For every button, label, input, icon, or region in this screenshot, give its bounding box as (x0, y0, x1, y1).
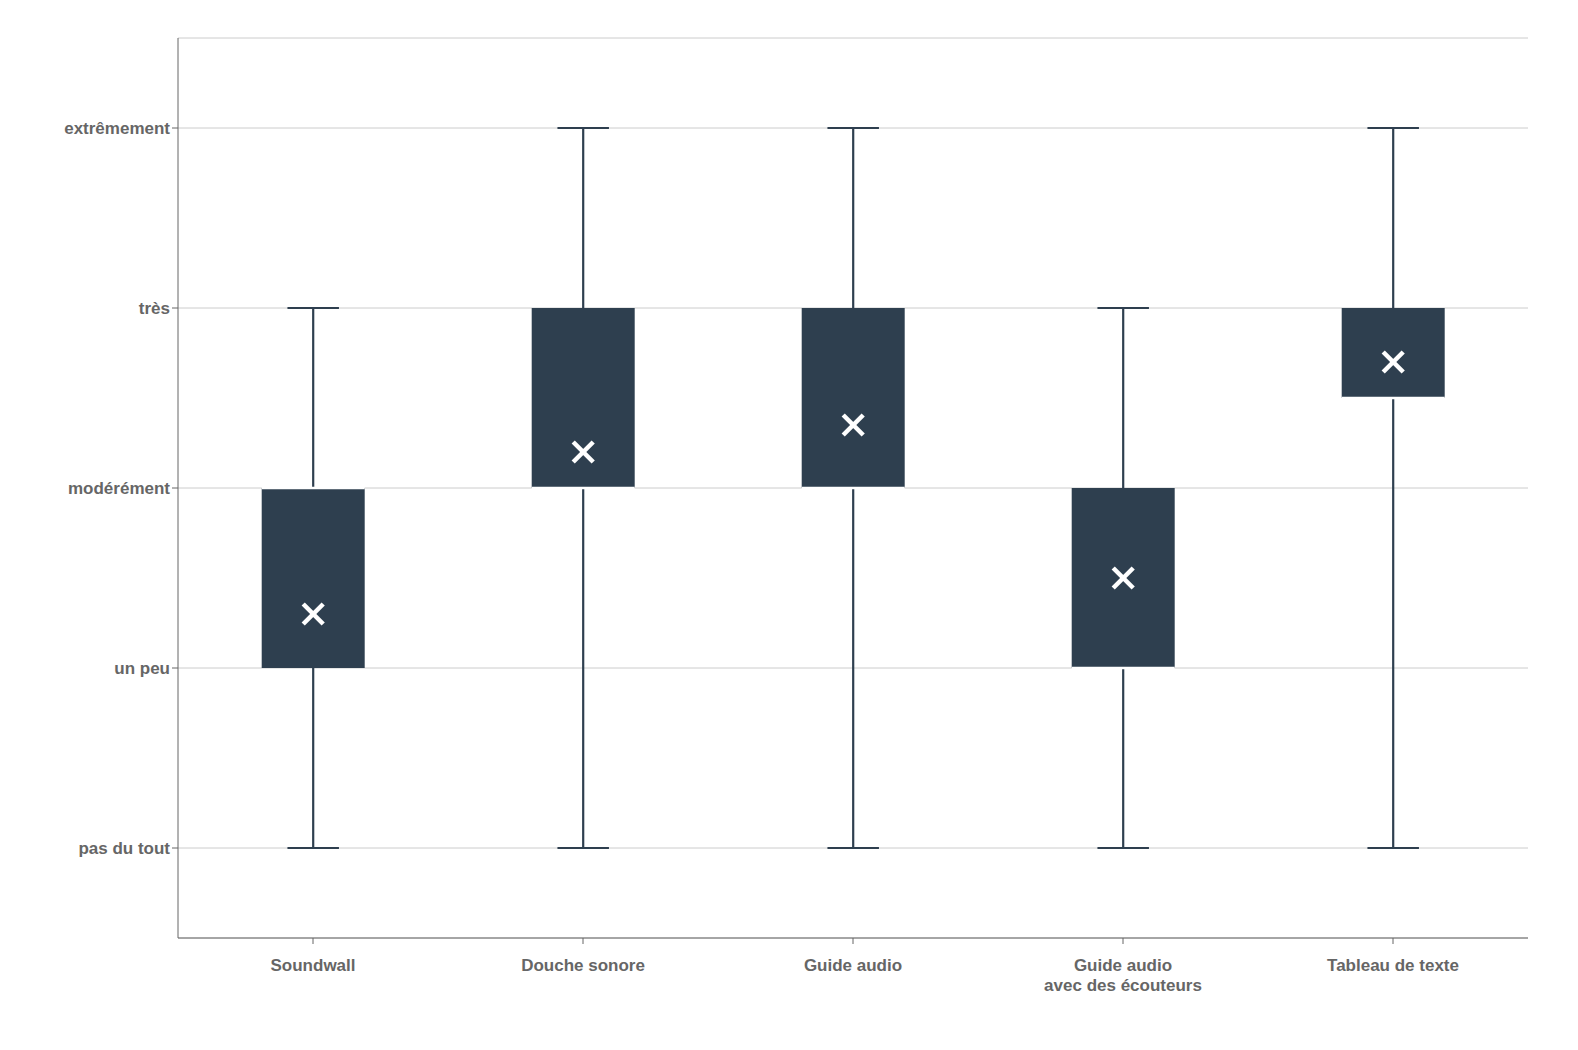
svg-text:Guide audioavec des écouteurs: Guide audioavec des écouteurs (1044, 956, 1202, 995)
svg-text:Guide audio: Guide audio (804, 956, 902, 975)
svg-text:pas du tout: pas du tout (78, 839, 170, 858)
svg-text:très: très (139, 299, 170, 318)
svg-text:modérément: modérément (68, 479, 170, 498)
svg-text:extrêmement: extrêmement (64, 119, 170, 138)
svg-text:un peu: un peu (114, 659, 170, 678)
svg-text:Douche sonore: Douche sonore (521, 956, 645, 975)
svg-text:Tableau de texte: Tableau de texte (1327, 956, 1459, 975)
svg-text:Soundwall: Soundwall (271, 956, 356, 975)
